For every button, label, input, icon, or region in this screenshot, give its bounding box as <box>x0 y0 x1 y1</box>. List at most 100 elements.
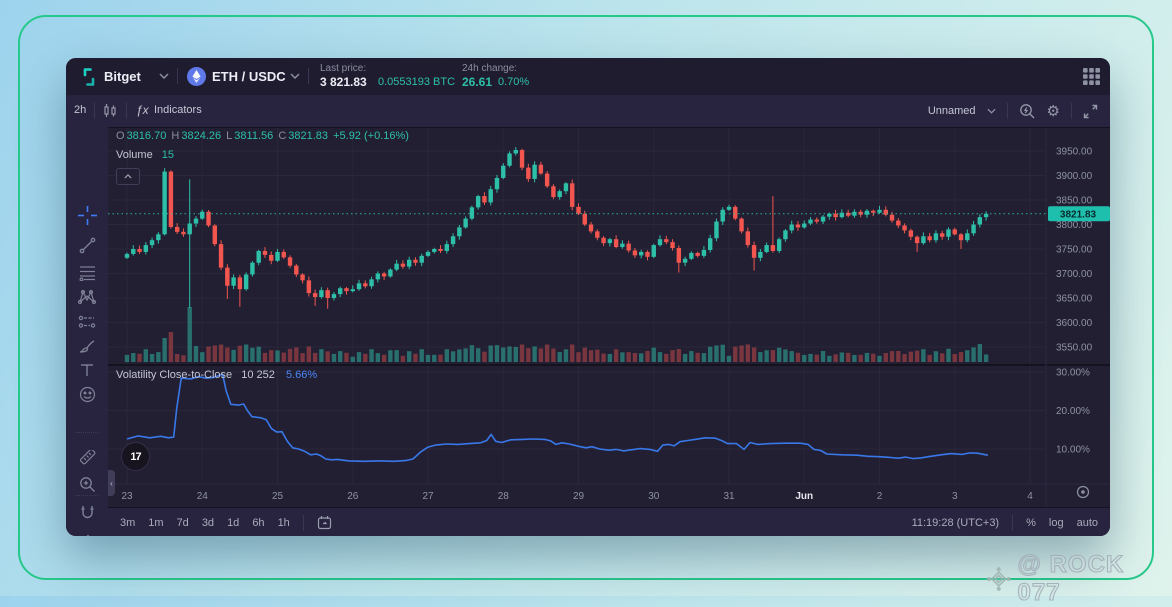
quick-search-icon[interactable] <box>1019 103 1036 120</box>
low-label: L <box>226 130 233 142</box>
range-1h-button[interactable]: 1h <box>277 516 290 529</box>
bottom-bar: 3m 1m 7d 3d 1d 6h 1h 11:19:28 (UTC+3) % … <box>108 507 1110 536</box>
volume-label: Volume <box>116 149 153 161</box>
svg-text:23: 23 <box>121 491 133 502</box>
last-price-btc: 0.0553193 BTC <box>378 76 456 88</box>
indicator-legend[interactable]: Volatility Close-to-Close 10 252 5.66% <box>116 369 317 381</box>
range-6h-button[interactable]: 6h <box>252 516 265 529</box>
ruler-tool[interactable] <box>75 447 99 471</box>
layout-name-button[interactable]: Unnamed <box>927 105 976 117</box>
svg-text:3950.00: 3950.00 <box>1056 147 1093 158</box>
chart-canvas[interactable]: 23 24 25 26 27 28 29 30 31 Jun 2 3 43950.003900.0038… <box>66 58 1110 536</box>
svg-text:3821.83: 3821.83 <box>1060 209 1097 220</box>
panel-collapse-handle[interactable]: ‹ <box>108 470 115 496</box>
svg-text:24: 24 <box>197 491 209 502</box>
emoji-tool[interactable] <box>75 382 99 406</box>
high-label: H <box>171 130 180 142</box>
crosshair-tool[interactable] <box>75 203 99 227</box>
watermark: @ ROCK 077 <box>986 550 1172 607</box>
zoom-in-tool[interactable] <box>75 472 99 496</box>
tradingview-logo[interactable]: 17 <box>121 442 150 471</box>
range-7d-button[interactable]: 7d <box>176 516 189 529</box>
svg-text:10.00%: 10.00% <box>1056 445 1090 456</box>
divider <box>1012 514 1014 531</box>
svg-text:2: 2 <box>877 491 883 502</box>
exchange-name[interactable]: Bitget <box>104 69 141 84</box>
svg-text:Jun: Jun <box>795 491 813 502</box>
svg-text:3900.00: 3900.00 <box>1056 171 1093 182</box>
open-value: 3816.70 <box>126 130 167 142</box>
indicators-button[interactable]: Indicators <box>154 104 202 116</box>
svg-text:3600.00: 3600.00 <box>1056 318 1093 329</box>
indicator-title: Volatility Close-to-Close <box>116 369 233 381</box>
calendar-go-to-date-icon[interactable] <box>317 515 332 530</box>
drawing-lock-tool[interactable] <box>75 529 99 536</box>
high-value: 3824.26 <box>181 130 222 142</box>
tradingview-glyph: 17 <box>130 450 141 463</box>
divider <box>302 514 304 531</box>
percent-scale-button[interactable]: % <box>1026 516 1036 529</box>
chevron-down-icon[interactable] <box>986 108 996 114</box>
open-label: O <box>116 130 125 142</box>
volume-legend[interactable]: Volume 15 <box>116 149 174 161</box>
divider <box>1006 103 1008 119</box>
divider <box>126 103 127 119</box>
change-pct: 0.70% <box>498 76 530 88</box>
svg-text:3550.00: 3550.00 <box>1056 343 1093 354</box>
svg-text:3800.00: 3800.00 <box>1056 220 1093 231</box>
svg-text:29: 29 <box>573 491 585 502</box>
projection-tool[interactable] <box>75 310 99 334</box>
svg-text:4: 4 <box>1027 491 1033 502</box>
log-scale-button[interactable]: log <box>1048 516 1064 529</box>
svg-text:20.00%: 20.00% <box>1056 406 1090 417</box>
clock[interactable]: 11:19:28 (UTC+3) <box>911 516 1000 529</box>
range-3d-button[interactable]: 3d <box>201 516 215 529</box>
indicator-params: 10 252 <box>241 369 275 381</box>
change-legend-value: +5.92 (+0.16%) <box>333 130 409 142</box>
close-value: 3821.83 <box>288 130 329 142</box>
brush-tool[interactable] <box>75 335 99 359</box>
text-tool[interactable] <box>75 358 99 382</box>
divider <box>308 68 309 84</box>
xabcd-pattern-tool[interactable] <box>75 285 99 309</box>
svg-text:3650.00: 3650.00 <box>1056 294 1093 305</box>
range-1m-button[interactable]: 1m <box>148 516 164 529</box>
gear-icon[interactable]: ⚙ <box>1046 102 1060 120</box>
decorative-frame <box>18 15 1154 580</box>
fx-icon: ƒx <box>136 103 149 117</box>
watermark-gem-icon <box>986 567 1011 591</box>
change-value: 26.61 <box>462 75 493 89</box>
pair-name[interactable]: ETH / USDC <box>212 69 286 84</box>
low-value: 3811.56 <box>234 130 274 142</box>
ohlc-legend[interactable]: O 3816.70 H 3824.26 L 3811.56 C 3821.83 +5.9… <box>116 130 411 142</box>
trend-line-tool[interactable] <box>75 233 99 257</box>
svg-text:25: 25 <box>272 491 284 502</box>
svg-text:26: 26 <box>347 491 359 502</box>
svg-text:30: 30 <box>648 491 660 502</box>
trading-chart-window: 23 24 25 26 27 28 29 30 31 Jun 2 3 4 3950.00 3900.00 38… <box>66 58 1110 536</box>
magnet-tool[interactable] <box>75 500 99 524</box>
chevron-down-icon[interactable] <box>290 73 300 79</box>
candles-style-icon[interactable] <box>102 103 118 119</box>
range-1d-button[interactable]: 1d <box>227 516 240 529</box>
layout-grid-icon[interactable] <box>1083 68 1100 85</box>
divider <box>177 68 178 84</box>
interval-button[interactable]: 2h <box>74 104 87 116</box>
chevron-down-icon[interactable] <box>159 73 169 79</box>
divider <box>76 495 98 496</box>
collapse-pane-button[interactable] <box>116 168 140 185</box>
volume-value: 15 <box>161 149 175 161</box>
drawing-toolbar <box>66 127 108 536</box>
fib-lines-tool[interactable] <box>75 260 99 284</box>
divider <box>94 103 95 119</box>
range-3m-button[interactable]: 3m <box>120 516 136 529</box>
last-price-label: Last price: <box>320 63 367 74</box>
svg-text:28: 28 <box>498 491 510 502</box>
svg-text:3850.00: 3850.00 <box>1056 196 1093 207</box>
fullscreen-icon[interactable] <box>1083 104 1098 119</box>
change-label: 24h change: <box>462 63 518 74</box>
svg-text:3: 3 <box>952 491 958 502</box>
symbol-bar: Bitget ETH / USDC Last price: 3 821.83 0… <box>66 58 1110 95</box>
auto-scale-button[interactable]: auto <box>1076 516 1098 529</box>
